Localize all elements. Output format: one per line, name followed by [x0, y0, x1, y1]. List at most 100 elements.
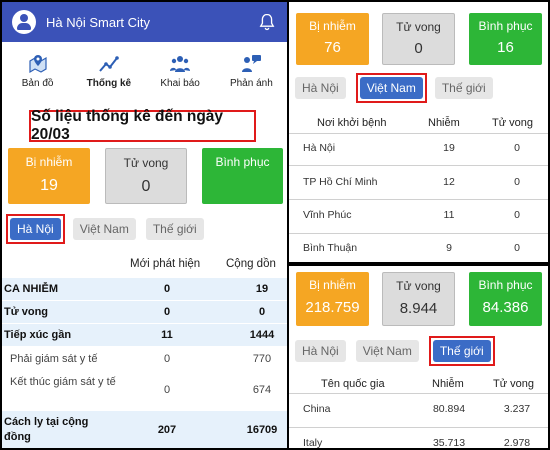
row-name: Hà Nội	[303, 142, 336, 154]
stats-table: CA NHIỄM 0 19 Tử vong 0 0 Tiếp xúc gần 1…	[2, 278, 287, 448]
tab-world[interactable]: Thế giới	[145, 218, 204, 240]
vn-tab-highlight: Việt Nam	[355, 73, 427, 103]
row-name: Tiếp xúc gần	[4, 329, 72, 341]
world-infected-label: Bị nhiễm	[309, 278, 356, 292]
row-total: 674	[252, 384, 272, 396]
bell-icon[interactable]	[257, 12, 277, 32]
world-dead-card: Tử vong 8.944	[382, 272, 455, 326]
table-header: Mới phát hiện Cộng dồn	[2, 258, 287, 278]
dead-label: Tử vong	[123, 156, 169, 170]
row-infected: 35.713	[432, 437, 466, 448]
world-tab-world[interactable]: Thế giới	[432, 340, 491, 362]
divider	[289, 165, 548, 166]
vn-infected-label: Bị nhiễm	[309, 19, 356, 33]
world-dead-value: 8.944	[399, 300, 438, 317]
row-new: 0	[163, 306, 171, 318]
recovered-card: Bình phục	[202, 148, 283, 204]
nav-map-label: Bản đồ	[21, 78, 54, 89]
world-tab-highlight: Thế giới	[428, 336, 495, 366]
divider	[289, 427, 548, 428]
infected-card: Bị nhiễm 19	[8, 148, 90, 204]
nav-declare[interactable]: Khai báo	[150, 52, 210, 98]
row-name: Italy	[303, 437, 323, 448]
table-row: Kết thúc giám sát y tế 0 674	[2, 371, 287, 411]
infected-value: 19	[40, 177, 58, 194]
row-total: 19	[255, 283, 269, 295]
row-new: 11	[161, 329, 173, 341]
row-name: TP Hồ Chí Minh	[303, 176, 378, 188]
vn-tab-vietnam[interactable]: Việt Nam	[359, 77, 423, 99]
world-tab-hanoi[interactable]: Hà Nội	[295, 340, 346, 362]
hanoi-stats-screen: Hà Nội Smart City Bản đồ	[2, 2, 287, 448]
row-infected: 12	[443, 176, 455, 188]
nav-stats-label: Thống kê	[86, 78, 132, 89]
table-row: Cách ly tại cộng đồng 207 16709	[2, 411, 287, 448]
row-name: Tử vong	[4, 306, 49, 318]
table-row: Phải giám sát y tế 0 770	[2, 347, 287, 371]
tab-hanoi[interactable]: Hà Nội	[10, 218, 61, 240]
dead-value: 0	[141, 178, 151, 195]
table-row: Tử vong 0 0	[2, 301, 287, 324]
world-region-tabs: Hà Nội Việt Nam Thế giới	[295, 336, 503, 366]
row-dead: 2.978	[503, 437, 531, 448]
row-total: 16709	[246, 424, 278, 436]
vn-tab-world[interactable]: Thế giới	[434, 77, 493, 99]
vn-region-tabs: Hà Nội Việt Nam Thế giới	[295, 73, 503, 103]
recovered-label: Bình phục	[215, 155, 270, 169]
table-row: CA NHIỄM 0 19	[2, 278, 287, 301]
row-infected: 9	[446, 242, 452, 254]
row-name: Vĩnh Phúc	[303, 209, 352, 221]
nav-declare-label: Khai báo	[160, 78, 200, 89]
col-total-header: Cộng dồn	[226, 258, 276, 270]
vietnam-stats-screen: Bị nhiễm 76 Tử vong 0 Bình phục 16 Hà Nộ…	[289, 2, 548, 262]
vn-col-infected: Nhiễm	[428, 117, 460, 129]
page-title: Số liệu thống kê đến ngày 20/03	[29, 108, 256, 143]
world-dead-label: Tử vong	[396, 279, 441, 293]
world-col-country: Tên quốc gia	[321, 378, 385, 390]
row-new: 0	[163, 283, 171, 295]
nav-map[interactable]: Bản đồ	[8, 52, 68, 98]
row-dead: 0	[514, 176, 520, 188]
table-row: Tiếp xúc gần 11 1444	[2, 324, 287, 347]
world-recovered-label: Bình phục	[478, 278, 533, 292]
map-pin-icon	[29, 55, 47, 74]
row-new: 0	[163, 384, 171, 396]
vn-dead-card: Tử vong 0	[382, 13, 455, 65]
chart-icon	[99, 56, 119, 72]
vn-infected-card: Bị nhiễm 76	[296, 13, 369, 65]
row-dead: 3.237	[503, 403, 531, 415]
feedback-icon	[242, 55, 262, 72]
row-infected: 11	[443, 209, 455, 221]
row-total: 0	[258, 306, 266, 318]
row-new: 207	[157, 424, 177, 436]
row-name: Phải giám sát y tế	[10, 353, 98, 365]
row-dead: 0	[514, 242, 520, 254]
row-infected: 19	[443, 142, 455, 154]
vn-tab-hanoi[interactable]: Hà Nội	[295, 77, 346, 99]
row-name: Cách ly tại cộng đồng	[4, 416, 89, 443]
divider	[289, 133, 548, 134]
vn-recovered-label: Bình phục	[478, 19, 533, 33]
main-nav: Bản đồ Thống kê Khai	[2, 42, 287, 98]
row-total: 1444	[249, 329, 275, 341]
tab-highlight: Hà Nội	[6, 214, 65, 244]
row-name: Kết thúc giám sát y tế	[10, 376, 116, 388]
nav-feedback[interactable]: Phản ánh	[221, 52, 281, 98]
vn-col-place: Nơi khởi bệnh	[317, 117, 387, 129]
world-recovered-value: 84.386	[482, 299, 529, 316]
row-total: 770	[252, 353, 272, 365]
world-recovered-card: Bình phục 84.386	[469, 272, 542, 326]
row-name: CA NHIỄM	[4, 283, 58, 295]
vn-recovered-value: 16	[497, 39, 514, 56]
nav-stats[interactable]: Thống kê	[79, 52, 139, 98]
world-tab-vietnam[interactable]: Việt Nam	[355, 340, 419, 362]
row-name: China	[303, 403, 331, 415]
tab-vietnam[interactable]: Việt Nam	[72, 218, 136, 240]
vn-col-dead: Tử vong	[492, 117, 533, 129]
world-col-infected: Nhiễm	[432, 378, 464, 390]
world-col-dead: Tử vong	[493, 378, 534, 390]
avatar[interactable]	[12, 10, 36, 34]
vn-dead-value: 0	[414, 40, 423, 57]
row-dead: 0	[514, 142, 520, 154]
